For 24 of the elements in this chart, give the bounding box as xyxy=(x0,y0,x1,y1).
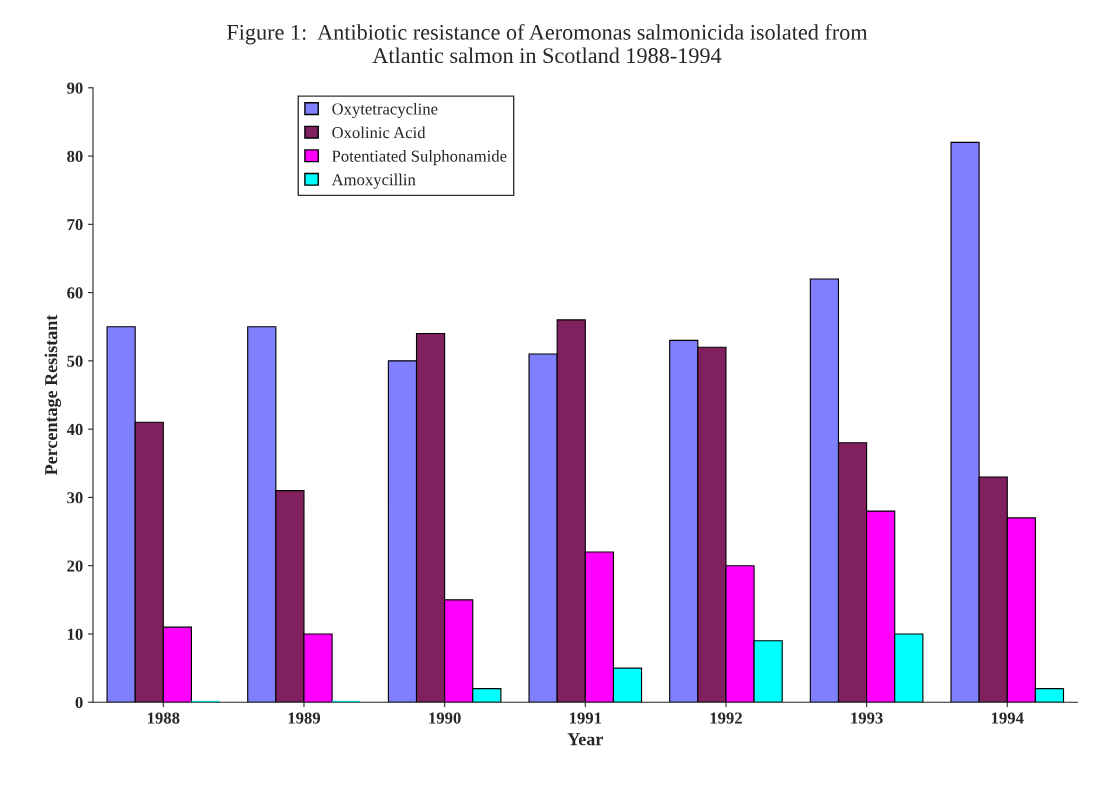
y-tick-label: 50 xyxy=(67,355,83,367)
y-tick-label: 0 xyxy=(75,696,83,709)
x-axis-title: Year xyxy=(567,733,603,746)
y-tick-label: 60 xyxy=(67,287,83,299)
x-tick-label: 1993 xyxy=(851,712,883,724)
x-tick-label: 1988 xyxy=(147,712,180,724)
y-axis-title: Percentage Resistant xyxy=(44,314,62,476)
y-tick-label: 40 xyxy=(66,423,83,436)
legend-label: Oxolinic Acid xyxy=(332,126,426,139)
legend-label: Amoxycillin xyxy=(331,173,416,189)
x-tick-label: 1991 xyxy=(569,712,602,724)
y-tick-label: 80 xyxy=(67,150,83,162)
y-tick-label: 30 xyxy=(67,492,83,504)
x-tick-label: 1989 xyxy=(288,712,321,724)
y-tick-label: 70 xyxy=(67,219,83,231)
legend-label: Potentiated Sulphonamide xyxy=(332,150,507,166)
x-tick-label: 1990 xyxy=(429,712,461,724)
legend-label: Oxytetracycline xyxy=(332,102,438,119)
y-tick-label: 20 xyxy=(67,560,83,572)
x-tick-label: 1992 xyxy=(710,712,742,724)
chart-title: Figure 1: Antibiotic resistance of Aeromonas salmonicida isolated from Atlantic salmon in Scotland 1988-1994 xyxy=(227,23,868,64)
x-tick-label: 1994 xyxy=(991,712,1024,724)
y-tick-label: 10 xyxy=(67,628,83,640)
y-tick-label: 90 xyxy=(67,82,83,94)
